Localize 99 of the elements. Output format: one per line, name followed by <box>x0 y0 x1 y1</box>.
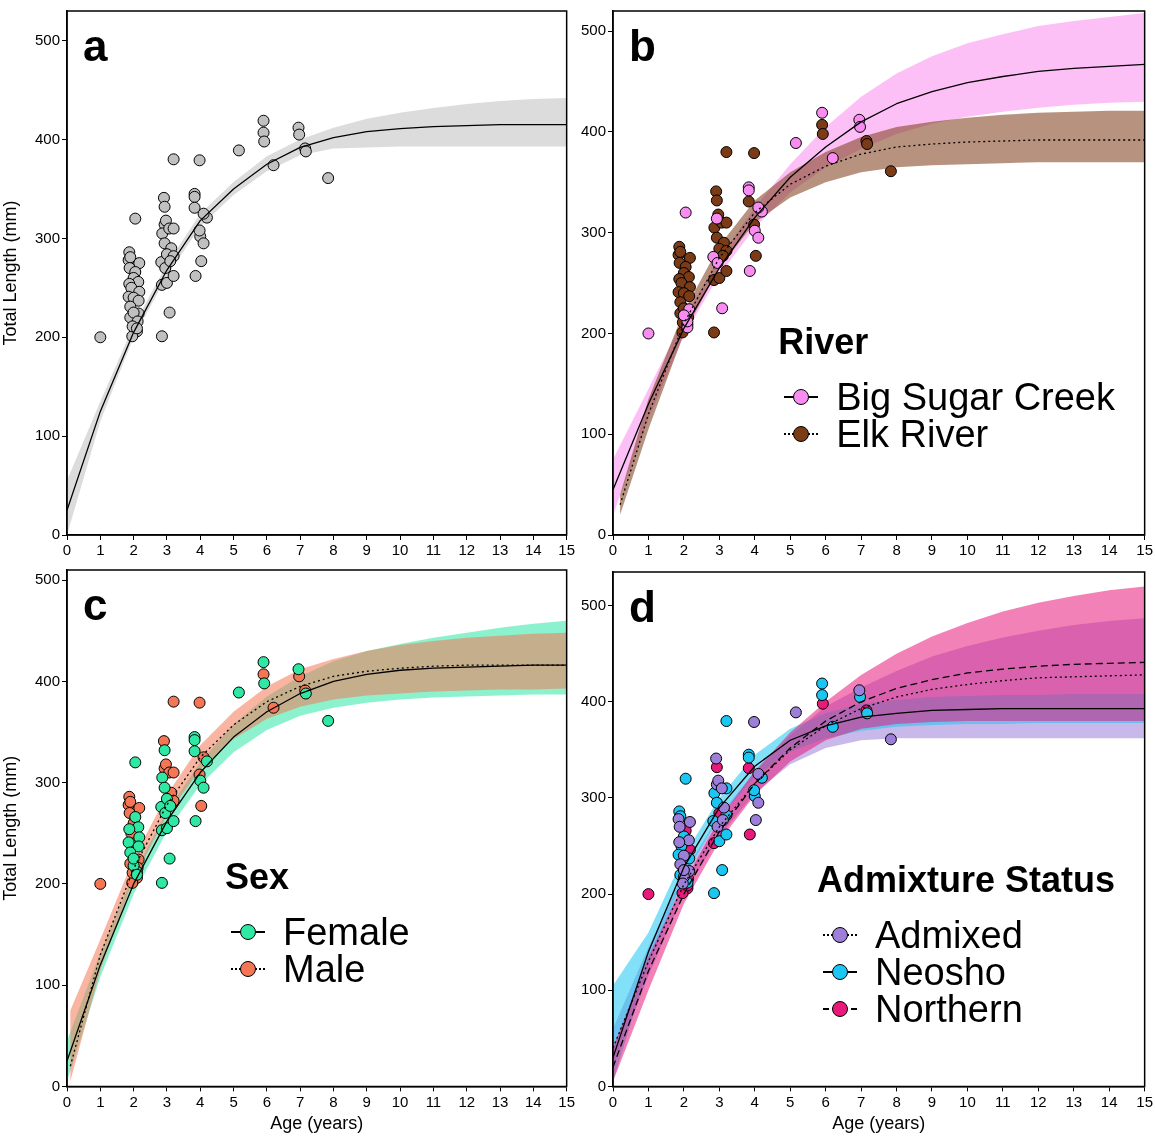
x-tick-label: 0 <box>62 1092 72 1110</box>
y-tick-label: 300 <box>580 788 606 806</box>
x-tick-label: 1 <box>644 1092 653 1110</box>
x-tick-label: 12 <box>458 541 476 559</box>
x-tick-label: 7 <box>296 541 305 559</box>
y-tick-label: 200 <box>34 327 60 345</box>
x-tick-label: 14 <box>525 1092 542 1110</box>
x-tick-label: 5 <box>786 1092 795 1110</box>
x-tick-label: 6 <box>262 1092 272 1110</box>
y-tick-label: 300 <box>580 222 606 240</box>
y-axis-title: Total Length (mm) <box>0 200 20 346</box>
x-tick-label: 13 <box>1065 1092 1083 1110</box>
y-tick-label: 500 <box>34 570 60 588</box>
x-tick-label: 14 <box>1100 1092 1118 1110</box>
y-tick-label: 500 <box>580 21 606 39</box>
x-tick-label: 15 <box>558 1092 575 1110</box>
legend-title: Admixture Status <box>816 859 1115 900</box>
y-tick-label: 100 <box>34 426 60 444</box>
x-tick-label: 2 <box>679 541 689 559</box>
y-tick-label: 400 <box>580 691 606 709</box>
chart-title: a <box>83 21 108 71</box>
x-tick-label: 9 <box>927 541 937 559</box>
x-tick-label: 9 <box>927 1092 937 1110</box>
x-tick-label: 0 <box>608 1092 618 1110</box>
x-tick-label: 5 <box>229 541 238 559</box>
x-tick-label: 1 <box>96 1092 105 1110</box>
y-axis-title: Total Length (mm) <box>0 755 20 901</box>
x-tick-label: 2 <box>129 1092 138 1110</box>
y-tick-label: 300 <box>34 228 60 246</box>
x-tick-label: 10 <box>391 1092 409 1110</box>
x-tick-label: 5 <box>786 541 795 559</box>
x-axis-title: Age (years) <box>832 1113 926 1134</box>
y-tick-label: 0 <box>51 525 60 543</box>
x-tick-label: 8 <box>329 541 338 559</box>
x-tick-label: 10 <box>959 541 976 559</box>
x-tick-label: 6 <box>262 541 272 559</box>
x-tick-label: 2 <box>679 1092 689 1110</box>
x-tick-label: 10 <box>959 1092 976 1110</box>
x-tick-label: 1 <box>96 541 105 559</box>
y-tick-label: 0 <box>597 1076 606 1094</box>
x-tick-label: 8 <box>892 541 901 559</box>
y-tick-label: 500 <box>580 595 606 613</box>
x-tick-label: 4 <box>750 1092 759 1110</box>
x-tick-label: 11 <box>425 541 442 559</box>
x-tick-label: 4 <box>750 541 759 559</box>
y-tick-label: 200 <box>580 884 606 902</box>
x-tick-label: 11 <box>425 1092 442 1110</box>
y-tick-label: 0 <box>51 1076 60 1094</box>
x-tick-label: 1 <box>644 541 653 559</box>
y-tick-label: 100 <box>34 975 60 993</box>
y-tick-label: 200 <box>580 323 606 341</box>
y-tick-label: 100 <box>580 980 606 998</box>
x-tick-label: 13 <box>491 541 509 559</box>
x-tick-label: 15 <box>1136 1092 1153 1110</box>
y-tick-label: 0 <box>597 525 606 543</box>
x-tick-label: 13 <box>1065 541 1083 559</box>
y-tick-label: 400 <box>580 122 606 140</box>
x-tick-label: 7 <box>856 1092 866 1110</box>
x-tick-label: 8 <box>329 1092 338 1110</box>
y-tick-label: 100 <box>580 424 606 442</box>
x-tick-label: 4 <box>196 1092 205 1110</box>
x-tick-label: 9 <box>362 541 371 559</box>
x-tick-label: 3 <box>162 541 172 559</box>
x-axis-title: Age (years) <box>270 1113 364 1134</box>
x-tick-label: 0 <box>62 541 72 559</box>
y-tick-label: 500 <box>34 30 60 48</box>
x-tick-label: 3 <box>162 1092 172 1110</box>
x-tick-label: 10 <box>391 541 409 559</box>
y-tick-label: 200 <box>34 874 60 892</box>
x-tick-label: 5 <box>229 1092 238 1110</box>
x-tick-label: 11 <box>995 541 1011 559</box>
x-tick-label: 0 <box>608 541 618 559</box>
x-tick-label: 2 <box>129 541 138 559</box>
x-tick-label: 7 <box>296 1092 305 1110</box>
x-tick-label: 14 <box>525 541 542 559</box>
x-tick-label: 8 <box>892 1092 901 1110</box>
x-tick-label: 11 <box>995 1092 1011 1110</box>
chart-title: b <box>629 21 656 71</box>
y-tick-label: 400 <box>34 129 60 147</box>
x-tick-label: 12 <box>1029 541 1047 559</box>
legend-title: Sex <box>225 856 291 897</box>
x-tick-label: 3 <box>715 1092 724 1110</box>
x-tick-label: 4 <box>196 541 205 559</box>
y-tick-label: 300 <box>34 772 60 790</box>
x-tick-label: 6 <box>821 541 830 559</box>
x-tick-label: 15 <box>1136 541 1153 559</box>
chart-title: c <box>83 580 108 630</box>
x-tick-label: 14 <box>1100 541 1118 559</box>
chart-title: d <box>629 582 656 632</box>
x-tick-label: 6 <box>821 1092 830 1110</box>
x-tick-label: 15 <box>558 541 575 559</box>
x-tick-label: 13 <box>491 1092 509 1110</box>
x-tick-label: 3 <box>715 541 724 559</box>
y-tick-label: 400 <box>34 671 60 689</box>
x-tick-label: 7 <box>856 541 866 559</box>
x-tick-label: 12 <box>458 1092 476 1110</box>
x-tick-label: 12 <box>1029 1092 1047 1110</box>
x-tick-label: 9 <box>362 1092 371 1110</box>
legend-title: River <box>778 321 870 362</box>
